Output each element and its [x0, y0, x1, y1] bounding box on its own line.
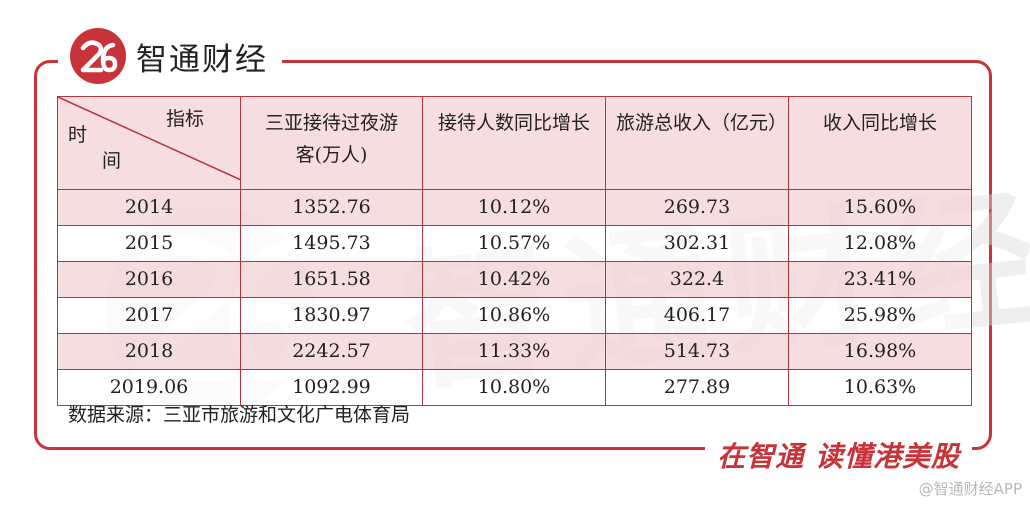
revenue-growth-cell: 23.41%	[788, 261, 972, 298]
revenue-cell: 514.73	[605, 333, 789, 370]
visitor-growth-cell: 10.42%	[422, 261, 606, 298]
visitors-cell: 1651.58	[240, 261, 423, 298]
header-time-label-1: 时	[68, 124, 88, 146]
column-header: 收入同比增长	[788, 96, 972, 190]
data-source-note: 数据来源：三亚市旅游和文化广电体育局	[68, 404, 411, 426]
visitors-cell: 1352.76	[240, 189, 423, 226]
revenue-growth-cell: 12.08%	[788, 225, 972, 262]
column-header: 三亚接待过夜游客(万人)	[240, 96, 423, 190]
column-header: 旅游总收入（亿元）	[605, 96, 789, 190]
diagonal-divider	[58, 97, 241, 180]
slogan: 在智通 读懂港美股	[705, 435, 972, 475]
visitor-growth-cell: 10.57%	[422, 225, 606, 262]
diagonal-header-cell: 指标 时 间	[57, 96, 241, 190]
table-row: 2014 1352.76 10.12% 269.73 15.60%	[57, 189, 972, 226]
app-credit: @智通财经APP	[918, 480, 1022, 498]
visitor-growth-cell: 10.86%	[422, 297, 606, 334]
zhitong-logo-icon	[70, 28, 126, 84]
visitors-cell: 1830.97	[240, 297, 423, 334]
visitors-cell: 1495.73	[240, 225, 423, 262]
year-cell: 2018	[57, 333, 241, 370]
revenue-cell: 302.31	[605, 225, 789, 262]
table-row: 2016 1651.58 10.42% 322.4 23.41%	[57, 261, 972, 298]
year-cell: 2019.06	[57, 369, 241, 406]
revenue-cell: 277.89	[605, 369, 789, 406]
table-header-row: 指标 时 间 三亚接待过夜游客(万人) 接待人数同比增长 旅游总收入（亿元） 收…	[57, 96, 972, 190]
revenue-growth-cell: 25.98%	[788, 297, 972, 334]
header-time-label-2: 间	[102, 150, 122, 172]
table-row: 2019.06 1092.99 10.80% 277.89 10.63%	[57, 369, 972, 406]
brand-header: 智通财经	[58, 26, 282, 86]
revenue-cell: 406.17	[605, 297, 789, 334]
visitors-cell: 2242.57	[240, 333, 423, 370]
card-frame	[34, 60, 992, 450]
tourism-table: 指标 时 间 三亚接待过夜游客(万人) 接待人数同比增长 旅游总收入（亿元） 收…	[57, 96, 972, 406]
table-row: 2015 1495.73 10.57% 302.31 12.08%	[57, 225, 972, 262]
table-row: 2017 1830.97 10.86% 406.17 25.98%	[57, 297, 972, 334]
revenue-cell: 322.4	[605, 261, 789, 298]
visitor-growth-cell: 10.12%	[422, 189, 606, 226]
visitor-growth-cell: 11.33%	[422, 333, 606, 370]
year-cell: 2016	[57, 261, 241, 298]
visitor-growth-cell: 10.80%	[422, 369, 606, 406]
year-cell: 2015	[57, 225, 241, 262]
revenue-growth-cell: 10.63%	[788, 369, 972, 406]
revenue-cell: 269.73	[605, 189, 789, 226]
year-cell: 2017	[57, 297, 241, 334]
year-cell: 2014	[57, 189, 241, 226]
revenue-growth-cell: 15.60%	[788, 189, 972, 226]
brand-name: 智通财经	[136, 41, 268, 78]
revenue-growth-cell: 16.98%	[788, 333, 972, 370]
column-header: 接待人数同比增长	[422, 96, 606, 190]
logo-mark	[80, 40, 118, 73]
table-row: 2018 2242.57 11.33% 514.73 16.98%	[57, 333, 972, 370]
header-indicator-label: 指标	[165, 108, 204, 130]
visitors-cell: 1092.99	[240, 369, 423, 406]
